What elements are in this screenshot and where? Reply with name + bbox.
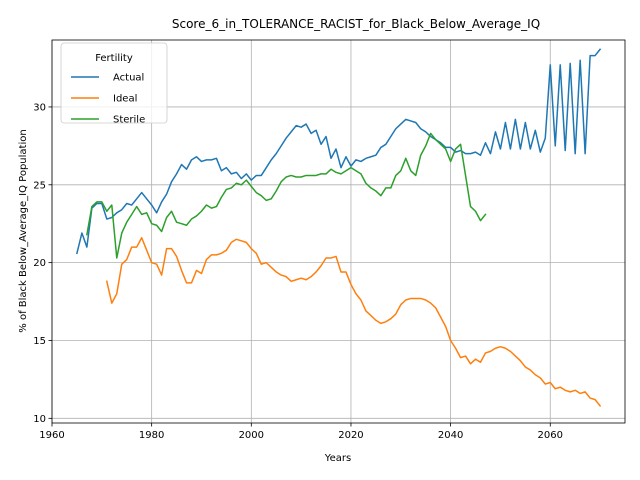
series-line-actual [76, 48, 602, 255]
grid-layer [51, 40, 625, 423]
x-tick-label: 2020 [338, 430, 363, 441]
y-tick-label: 10 [33, 414, 46, 425]
y-tick-label: 25 [33, 180, 46, 191]
series-line-sterile [86, 132, 487, 259]
legend-label-actual: Actual [113, 73, 144, 84]
x-tick-label: 2000 [239, 430, 264, 441]
legend-title: Fertility [95, 53, 133, 64]
legend-entries: Actual Ideal Sterile [71, 73, 145, 126]
x-tick-label: 2040 [438, 430, 463, 441]
x-tick-label: 2060 [538, 430, 563, 441]
legend-box [60, 42, 168, 124]
y-tick-label: 30 [33, 102, 46, 113]
series-layer [76, 48, 602, 407]
chart-title: Score_6_in_TOLERANCE_RACIST_for_Black_Be… [172, 17, 540, 31]
y-axis-title: % of Black Below_Average_IQ Population [18, 129, 29, 332]
series-line-ideal [105, 236, 602, 407]
x-tick-label: 1960 [39, 430, 64, 441]
tick-layer: 1960 1980 2000 2020 2040 2060 10 15 20 25 30 [33, 102, 563, 441]
x-tick-label: 1980 [139, 430, 164, 441]
x-axis-title: Years [324, 453, 351, 464]
plot-frame [51, 39, 626, 424]
y-tick-label: 20 [33, 258, 46, 269]
legend-label-ideal: Ideal [113, 94, 137, 105]
legend-label-sterile: Sterile [113, 115, 145, 126]
legend: Fertility Actual Ideal Sterile [60, 42, 168, 126]
y-tick-label: 15 [33, 336, 46, 347]
